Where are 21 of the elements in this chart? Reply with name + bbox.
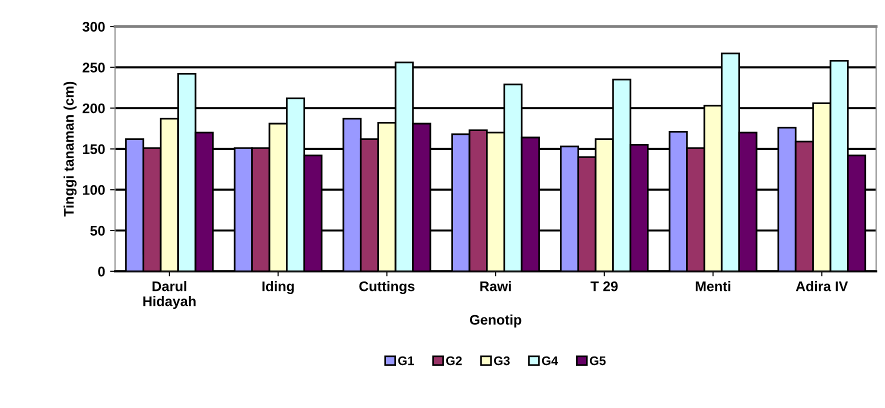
x-tick-label: Darul Hidayah	[143, 281, 196, 309]
legend-label: G4	[542, 356, 558, 366]
y-tick-label: 0	[98, 266, 105, 276]
x-tick-label: Cuttings	[359, 281, 414, 294]
y-tick-label: 150	[83, 144, 105, 154]
y-tick-label: 250	[82, 62, 105, 72]
y-tick-label: 200	[82, 103, 105, 114]
legend-label: G5	[590, 356, 606, 366]
y-axis-title: Tinggi tanaman (cm)	[64, 82, 77, 217]
x-axis-title: Genotip	[470, 314, 522, 328]
y-tick-label: 100	[83, 185, 105, 195]
legend-label: G2	[446, 356, 462, 366]
x-tick-label: Rawi	[480, 281, 511, 292]
legend-label: G1	[398, 356, 414, 366]
x-tick-label: Menti	[696, 281, 730, 292]
y-tick-label: 300	[82, 22, 105, 32]
y-tick-label: 50	[90, 226, 105, 236]
legend-label: G3	[494, 356, 510, 366]
x-tick-label: T 29	[590, 281, 618, 292]
x-tick-label: Iding	[262, 281, 294, 294]
x-tick-label: Adira IV	[796, 281, 848, 292]
